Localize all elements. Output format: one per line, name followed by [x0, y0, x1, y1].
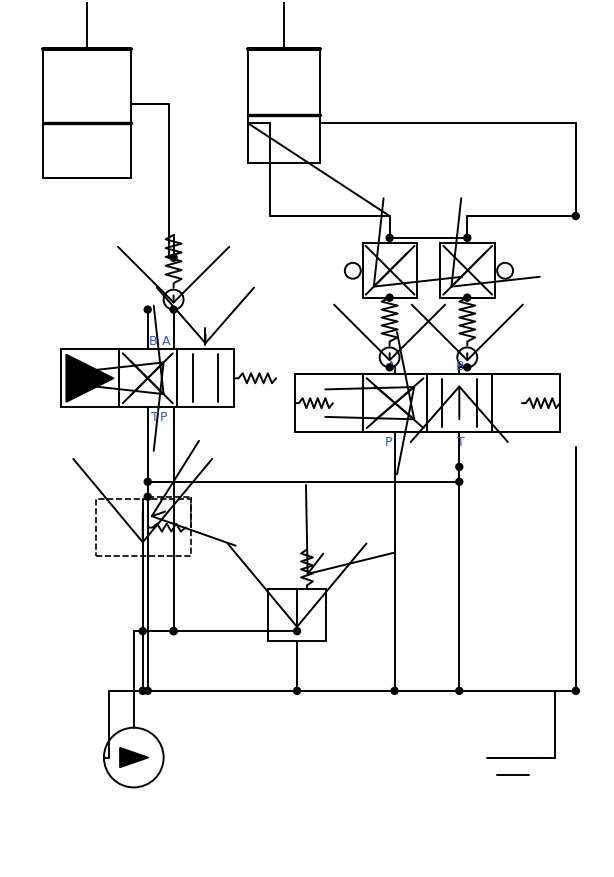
Circle shape: [464, 234, 471, 241]
Circle shape: [144, 493, 151, 500]
Circle shape: [170, 254, 177, 261]
Circle shape: [170, 628, 177, 635]
Circle shape: [572, 212, 579, 219]
Circle shape: [293, 628, 300, 635]
Bar: [427, 374, 492, 432]
Bar: [248, 49, 320, 163]
Text: B: B: [456, 360, 464, 374]
Polygon shape: [120, 747, 149, 767]
Bar: [119, 349, 177, 407]
Circle shape: [464, 294, 471, 301]
Text: T: T: [457, 436, 465, 449]
Circle shape: [170, 628, 177, 635]
Circle shape: [144, 306, 151, 313]
Circle shape: [464, 364, 471, 371]
Circle shape: [293, 688, 300, 695]
Text: A: A: [387, 360, 395, 374]
Bar: [177, 349, 235, 407]
Text: P: P: [384, 436, 392, 449]
Text: B: B: [149, 335, 157, 348]
Circle shape: [139, 688, 146, 695]
Bar: [43, 49, 131, 178]
Circle shape: [391, 688, 398, 695]
Circle shape: [144, 478, 151, 485]
Circle shape: [139, 628, 146, 635]
Bar: [268, 589, 326, 641]
Circle shape: [386, 364, 393, 371]
Circle shape: [456, 478, 463, 485]
Text: T: T: [150, 411, 158, 424]
Text: P: P: [160, 411, 167, 424]
Circle shape: [456, 463, 463, 470]
Bar: [96, 499, 190, 557]
Circle shape: [572, 688, 579, 695]
Bar: [492, 374, 560, 432]
Bar: [295, 374, 363, 432]
Text: A: A: [161, 335, 170, 348]
Polygon shape: [66, 354, 114, 403]
Bar: [61, 349, 119, 407]
Circle shape: [456, 688, 463, 695]
Circle shape: [386, 234, 393, 241]
Circle shape: [170, 306, 177, 313]
Circle shape: [144, 688, 151, 695]
Circle shape: [386, 294, 393, 301]
Bar: [363, 243, 418, 297]
Bar: [440, 243, 495, 297]
Bar: [363, 374, 427, 432]
